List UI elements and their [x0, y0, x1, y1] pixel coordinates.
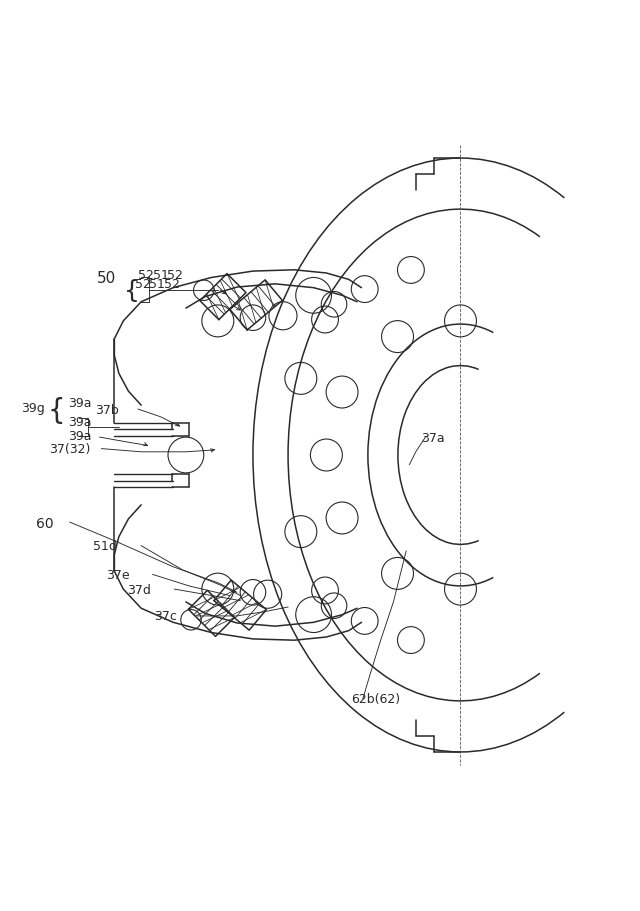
Text: {: {	[47, 396, 65, 425]
Text: 39a: 39a	[68, 415, 92, 428]
Text: 37e: 37e	[106, 568, 130, 581]
Text: 39a: 39a	[68, 396, 92, 410]
Text: 37a: 37a	[421, 431, 445, 445]
Text: 37c: 37c	[154, 609, 177, 623]
Text: 37d: 37d	[127, 583, 151, 596]
Text: 51d: 51d	[93, 539, 117, 553]
Text: 62b(62): 62b(62)	[351, 692, 400, 706]
Text: 37b: 37b	[95, 403, 119, 416]
Text: 51: 51	[150, 278, 165, 291]
Text: 52: 52	[135, 278, 150, 291]
Text: 39g: 39g	[21, 401, 45, 415]
Text: 39a: 39a	[68, 430, 92, 443]
Text: 52: 52	[164, 278, 180, 291]
Text: {: {	[124, 278, 140, 302]
Text: 52: 52	[168, 269, 183, 282]
Text: 50: 50	[97, 271, 116, 286]
Text: 60: 60	[36, 517, 54, 531]
Text: 52: 52	[138, 269, 154, 282]
Text: 51: 51	[153, 269, 168, 282]
Text: 37(32): 37(32)	[49, 443, 90, 456]
